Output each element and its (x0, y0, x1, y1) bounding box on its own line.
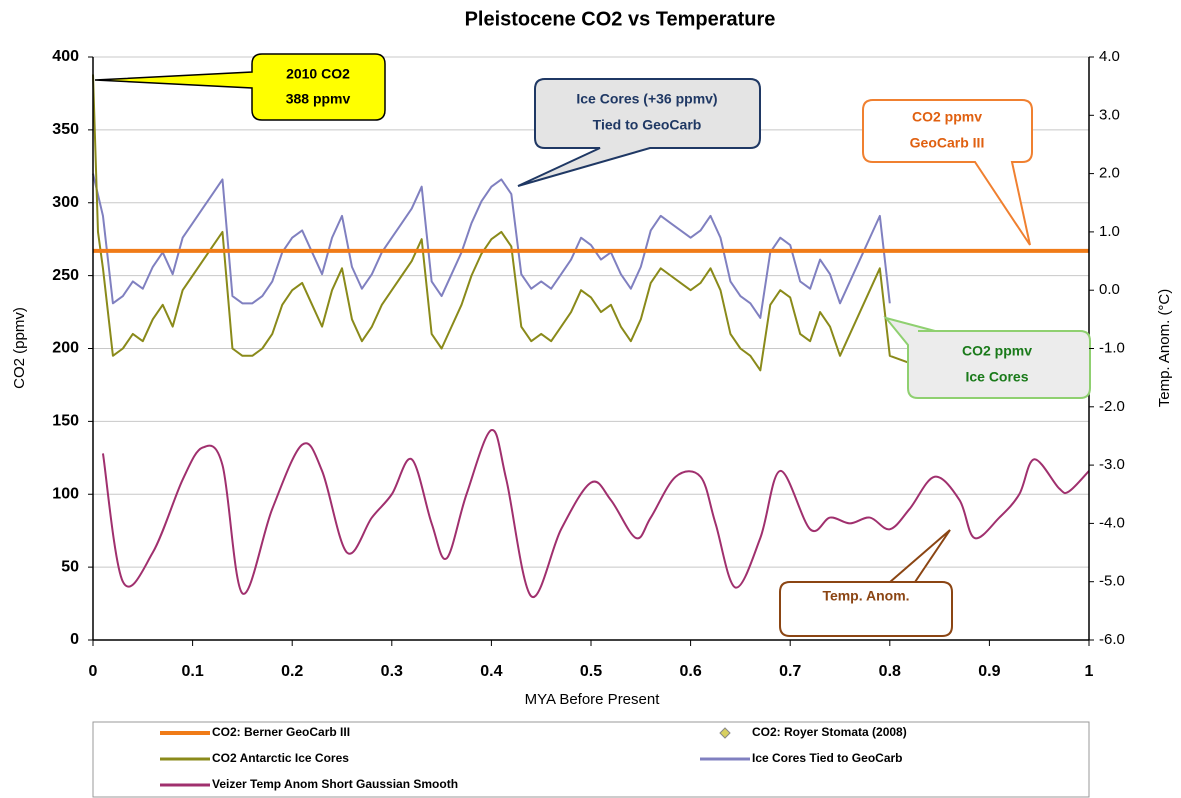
legend-label: Ice Cores Tied to GeoCarb (752, 751, 903, 765)
annotation: GeoCarb III (910, 135, 985, 151)
y2-tick-label: -4.0 (1099, 514, 1125, 531)
plot-area (92, 74, 1090, 598)
y-tick-label: 200 (52, 340, 79, 357)
x-tick-label: 0.2 (281, 663, 303, 680)
x-tick-label: 0.5 (580, 663, 602, 680)
x-tick-label: 0.7 (779, 663, 801, 680)
y-tick-label: 0 (70, 631, 79, 648)
x-tick-label: 1 (1085, 663, 1094, 680)
callout-shape (883, 316, 1091, 399)
annotation: 2010 CO2 (286, 66, 350, 82)
y2-tick-label: -5.0 (1099, 573, 1125, 590)
series-line (101, 429, 1090, 598)
y2-tick-label: -2.0 (1099, 398, 1125, 415)
y2-tick-label: -3.0 (1099, 456, 1125, 473)
annotation: Ice Cores (965, 369, 1028, 385)
legend-label: Veizer Temp Anom Short Gaussian Smooth (212, 777, 458, 791)
series-line (92, 74, 911, 372)
y2-tick-label: -6.0 (1099, 631, 1125, 648)
legend-entries: CO2: Berner GeoCarb III CO2: Royer Stomat… (160, 725, 907, 791)
y2-axis-label: Temp. Anom. (°C) (1156, 289, 1173, 408)
legend-label: CO2: Royer Stomata (2008) (752, 725, 907, 739)
x-tick-label: 0.3 (381, 663, 403, 680)
annotation: CO2 ppmv (962, 343, 1032, 359)
y2-tick-label: 1.0 (1099, 223, 1120, 240)
callouts: 2010 CO2 388 ppmv Ice Cores (+36 ppmv) T… (94, 53, 1091, 637)
annotation: CO2 ppmv (912, 109, 982, 125)
x-tick-label: 0.4 (480, 663, 502, 680)
y-tick-label: 150 (52, 413, 79, 430)
x-axis-label: MYA Before Present (525, 691, 661, 708)
callout-shape (517, 78, 761, 187)
y-tick-label: 100 (52, 485, 79, 502)
x-tick-label: 0.8 (879, 663, 901, 680)
y-tick-label: 50 (61, 558, 79, 575)
annotation: 388 ppmv (286, 91, 351, 107)
annotation: Temp. Anom. (822, 588, 909, 604)
y2-tick-label: 2.0 (1099, 165, 1120, 182)
annotation: Tied to GeoCarb (593, 117, 702, 133)
x-tick-label: 0.1 (181, 663, 203, 680)
y-tick-label: 250 (52, 267, 79, 284)
callout-shape (779, 529, 953, 637)
annotation: Ice Cores (+36 ppmv) (576, 91, 717, 107)
y2-tick-label: 3.0 (1099, 106, 1120, 123)
x-tick-label: 0.6 (679, 663, 701, 680)
legend (92, 721, 1090, 798)
legend-label: CO2 Antarctic Ice Cores (212, 751, 349, 765)
callout-shape (862, 99, 1033, 246)
y2-tick-label: -1.0 (1099, 339, 1125, 356)
chart-title: Pleistocene CO2 vs Temperature (465, 8, 776, 30)
y-tick-label: 400 (52, 48, 79, 65)
y-axis-label: CO2 (ppmv) (11, 307, 28, 389)
x-tick-label: 0.9 (978, 663, 1000, 680)
grid (93, 56, 1089, 641)
y-tick-label: 350 (52, 121, 79, 138)
y2-tick-label: 0.0 (1099, 281, 1120, 298)
x-tick-label: 0 (89, 663, 98, 680)
legend-label: CO2: Berner GeoCarb III (212, 725, 350, 739)
callout-shape (94, 53, 386, 121)
y2-tick-label: 4.0 (1099, 48, 1120, 65)
legend-marker (719, 727, 731, 739)
series-line (92, 173, 891, 319)
y-tick-label: 300 (52, 194, 79, 211)
